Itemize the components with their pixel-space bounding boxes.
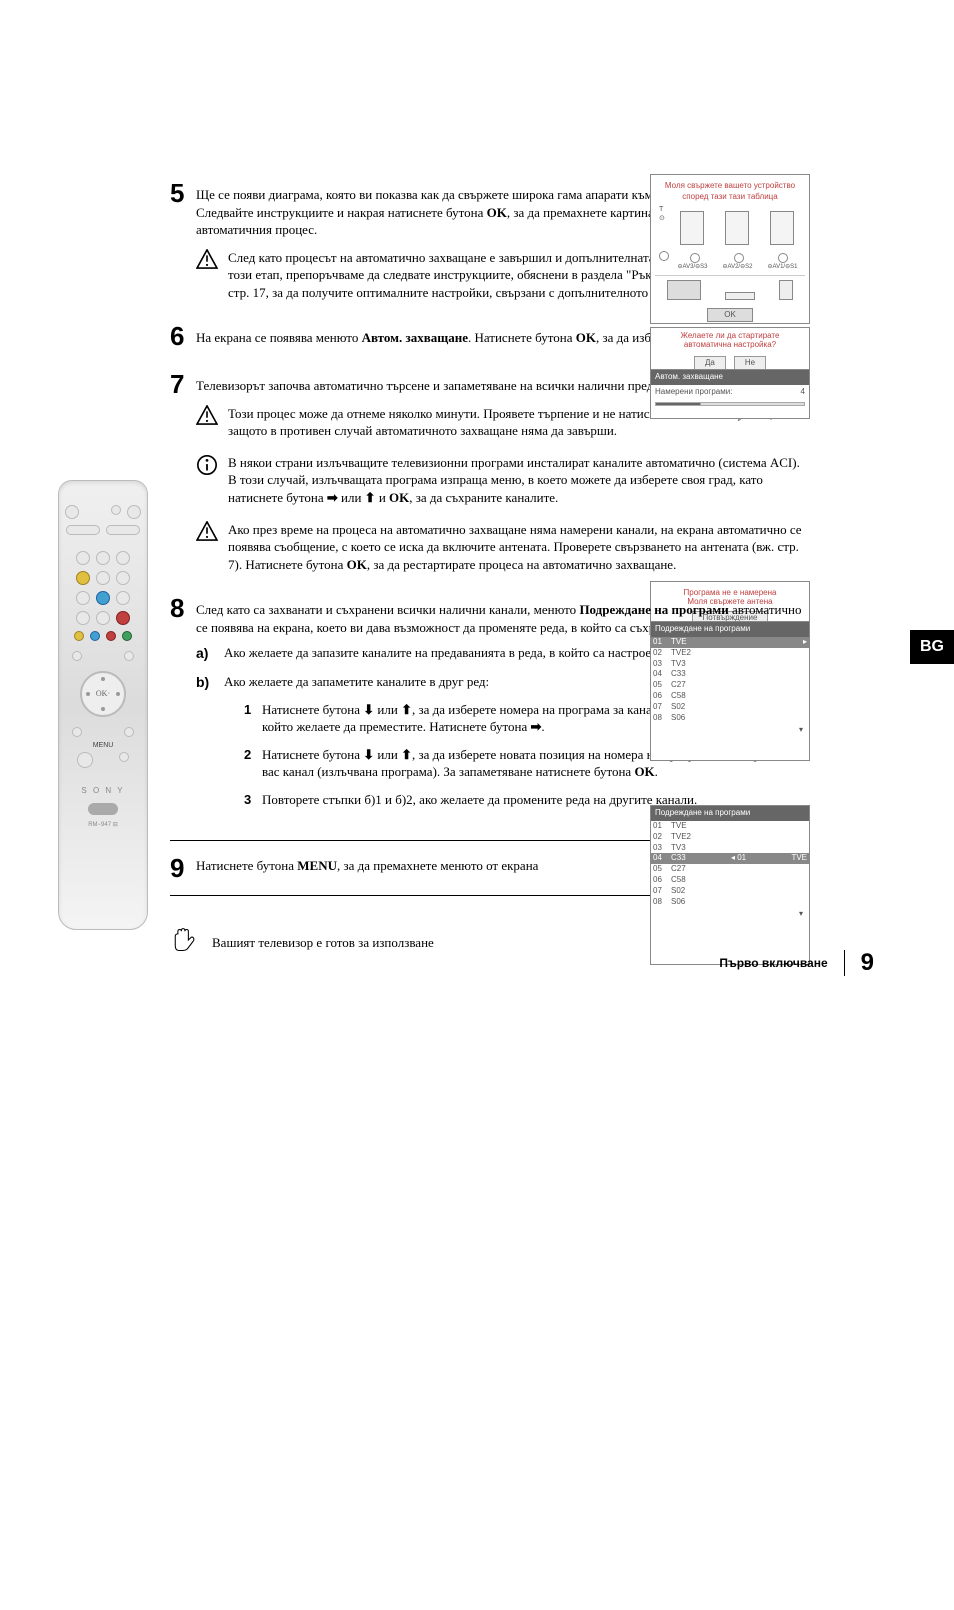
warning-icon (196, 521, 218, 541)
programme-sort-screenshot-2: Подреждане на програми 01TVE02TVE203TV30… (650, 805, 810, 965)
language-tab: BG (910, 630, 954, 664)
ss5-ok: OK (707, 308, 753, 323)
ready-text: Вашият телевизор е готов за използване (212, 934, 434, 952)
ss5-title: Моля свържете вашето устройство според т… (655, 179, 805, 205)
step-9: 9 Натиснете бутона MENU, за да премахнет… (170, 855, 810, 881)
menu-name: Автом. захващане (362, 330, 468, 345)
channel-row: 03TV3 (651, 659, 809, 670)
hand-icon (170, 926, 198, 959)
step7-warn2: Ако през време на процеса на автоматично… (228, 521, 810, 574)
menu-label: MENU (297, 858, 337, 873)
page-footer: Първо включване 9 (719, 947, 874, 979)
footer-separator (844, 950, 845, 976)
step-number: 8 (170, 595, 196, 621)
step-number: 9 (170, 855, 196, 881)
step9-a: Натиснете бутона (196, 858, 297, 873)
step-8: 8 След като са захванати и съхранени вси… (170, 595, 810, 818)
step-6: 6 На екрана се появява менюто Автом. зах… (170, 323, 810, 349)
substep-b-label: b) (196, 673, 224, 808)
step-number: 6 (170, 323, 196, 349)
warning-icon (196, 249, 218, 269)
channel-row: 08S06 (651, 713, 809, 724)
ss-no-btn: Не (734, 356, 766, 371)
step6-a: На екрана се появява менюто (196, 330, 362, 345)
channel-row: 04C33 (651, 669, 809, 680)
channel-row: 08S06 (651, 897, 809, 908)
connection-diagram-screenshot: Моля свържете вашето устройство според т… (650, 174, 810, 324)
ok-label: OK (487, 205, 507, 220)
b3-num: 3 (244, 791, 262, 809)
ss-yes-btn: Да (694, 356, 726, 371)
menu-name: Подреждане на програми (579, 602, 728, 617)
info-icon (196, 454, 218, 476)
programme-sort-screenshot-1: Подреждане на програми 01TVE▸02TVE203TV3… (650, 621, 810, 761)
remote-illustration: OK· MENU S O N Y RM−947 ⊟ (58, 480, 148, 930)
step-7: 7 Телевизорът започва автоматично търсен… (170, 371, 810, 573)
ok-label: OK (576, 330, 596, 345)
substep-b-text: Ако желаете да запаметите каналите в дру… (224, 674, 489, 689)
channel-row: 02TVE2 (651, 832, 809, 843)
step6-b: . Натиснете бутона (468, 330, 576, 345)
b1-num: 1 (244, 701, 262, 736)
auto-tune-progress-screenshot: Автом. захващане Намерени програми:4 (650, 369, 810, 419)
channel-row: 07S02 (651, 702, 809, 713)
channel-row: 06C58 (651, 691, 809, 702)
footer-section: Първо включване (719, 955, 827, 971)
auto-tune-prompt-screenshot: Желаете ли да стартиратеавтоматична наст… (650, 327, 810, 373)
substep-a-label: a) (196, 644, 224, 663)
warning-icon (196, 405, 218, 425)
step8-a: След като са захванати и съхранени всичк… (196, 602, 579, 617)
step-number: 5 (170, 180, 196, 206)
channel-row: 05C27 (651, 680, 809, 691)
channel-row: 01TVE▸ (651, 637, 809, 648)
page-number: 9 (861, 947, 874, 979)
channel-row: 03TV3 (651, 843, 809, 854)
step7-info: В някои страни излъчващите телевизионни … (228, 454, 810, 507)
step-5: 5 Ще се появи диаграма, която ви показва… (170, 180, 810, 301)
step-number: 7 (170, 371, 196, 397)
channel-row: 02TVE2 (651, 648, 809, 659)
channel-row: 07S02 (651, 886, 809, 897)
step9-b: , за да премахнете менюто от екрана (337, 858, 538, 873)
b2-num: 2 (244, 746, 262, 781)
channel-row: 01TVE (651, 821, 809, 832)
